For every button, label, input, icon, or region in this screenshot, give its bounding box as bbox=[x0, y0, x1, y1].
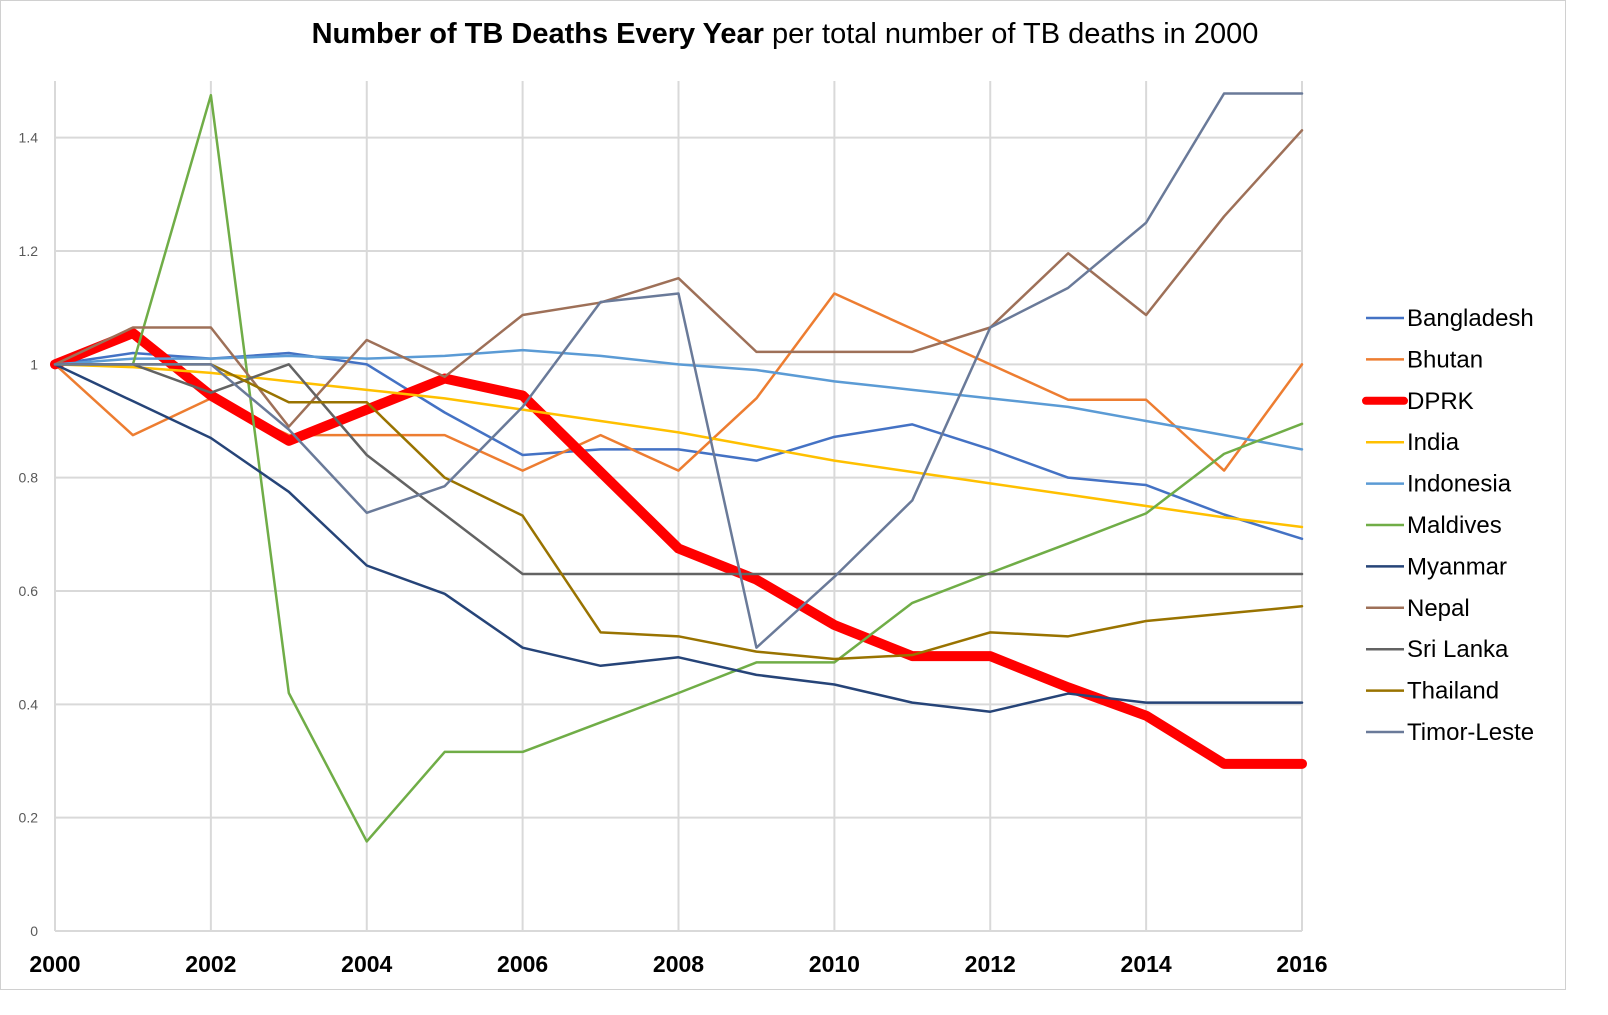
y-tick-label: 1.2 bbox=[19, 243, 39, 259]
series-line-sri-lanka bbox=[53, 363, 1304, 576]
legend-label: DPRK bbox=[1407, 388, 1474, 415]
x-tick-label: 2002 bbox=[185, 951, 236, 977]
x-tick-label: 2012 bbox=[965, 951, 1016, 977]
series-line-india bbox=[53, 363, 1304, 529]
x-tick-label: 2014 bbox=[1121, 951, 1172, 977]
legend-label: India bbox=[1407, 429, 1460, 456]
legend-label: Maldives bbox=[1407, 512, 1502, 539]
series-line-bangladesh bbox=[53, 351, 1304, 541]
x-tick-label: 2008 bbox=[653, 951, 704, 977]
y-tick-label: 0.8 bbox=[19, 470, 39, 486]
y-tick-label: 0 bbox=[30, 923, 38, 939]
chart-title: Number of TB Deaths Every Year per total… bbox=[0, 18, 1570, 51]
series-line-timor-leste bbox=[53, 92, 1304, 649]
legend-label: Indonesia bbox=[1407, 471, 1512, 498]
legend-label: Timor-Leste bbox=[1407, 719, 1534, 746]
series-line-myanmar bbox=[53, 363, 1304, 713]
series-line-indonesia bbox=[53, 348, 1304, 451]
legend-label: Sri Lanka bbox=[1407, 636, 1509, 663]
legend-label: Bangladesh bbox=[1407, 305, 1534, 332]
y-tick-label: 0.2 bbox=[19, 810, 39, 826]
x-tick-label: 2016 bbox=[1276, 951, 1327, 977]
x-tick-label: 2010 bbox=[809, 951, 860, 977]
y-tick-label: 0.6 bbox=[19, 583, 39, 599]
chart-frame bbox=[0, 0, 1566, 990]
chart-title-bold: Number of TB Deaths Every Year bbox=[311, 18, 764, 50]
series-line-thailand bbox=[53, 363, 1304, 661]
series-line-nepal bbox=[53, 129, 1304, 428]
legend-label: Nepal bbox=[1407, 595, 1470, 622]
y-tick-label: 1.4 bbox=[19, 130, 39, 146]
y-tick-label: 0.4 bbox=[19, 696, 39, 712]
x-tick-label: 2006 bbox=[497, 951, 548, 977]
series-line-maldives bbox=[53, 93, 1304, 843]
x-tick-label: 2004 bbox=[341, 951, 392, 977]
x-tick-label: 2000 bbox=[29, 951, 80, 977]
legend-label: Thailand bbox=[1407, 678, 1499, 705]
legend-label: Bhutan bbox=[1407, 346, 1483, 373]
legend-label: Myanmar bbox=[1407, 553, 1507, 580]
chart-title-rest: per total number of TB deaths in 2000 bbox=[772, 18, 1259, 50]
y-tick-label: 1 bbox=[30, 356, 38, 372]
